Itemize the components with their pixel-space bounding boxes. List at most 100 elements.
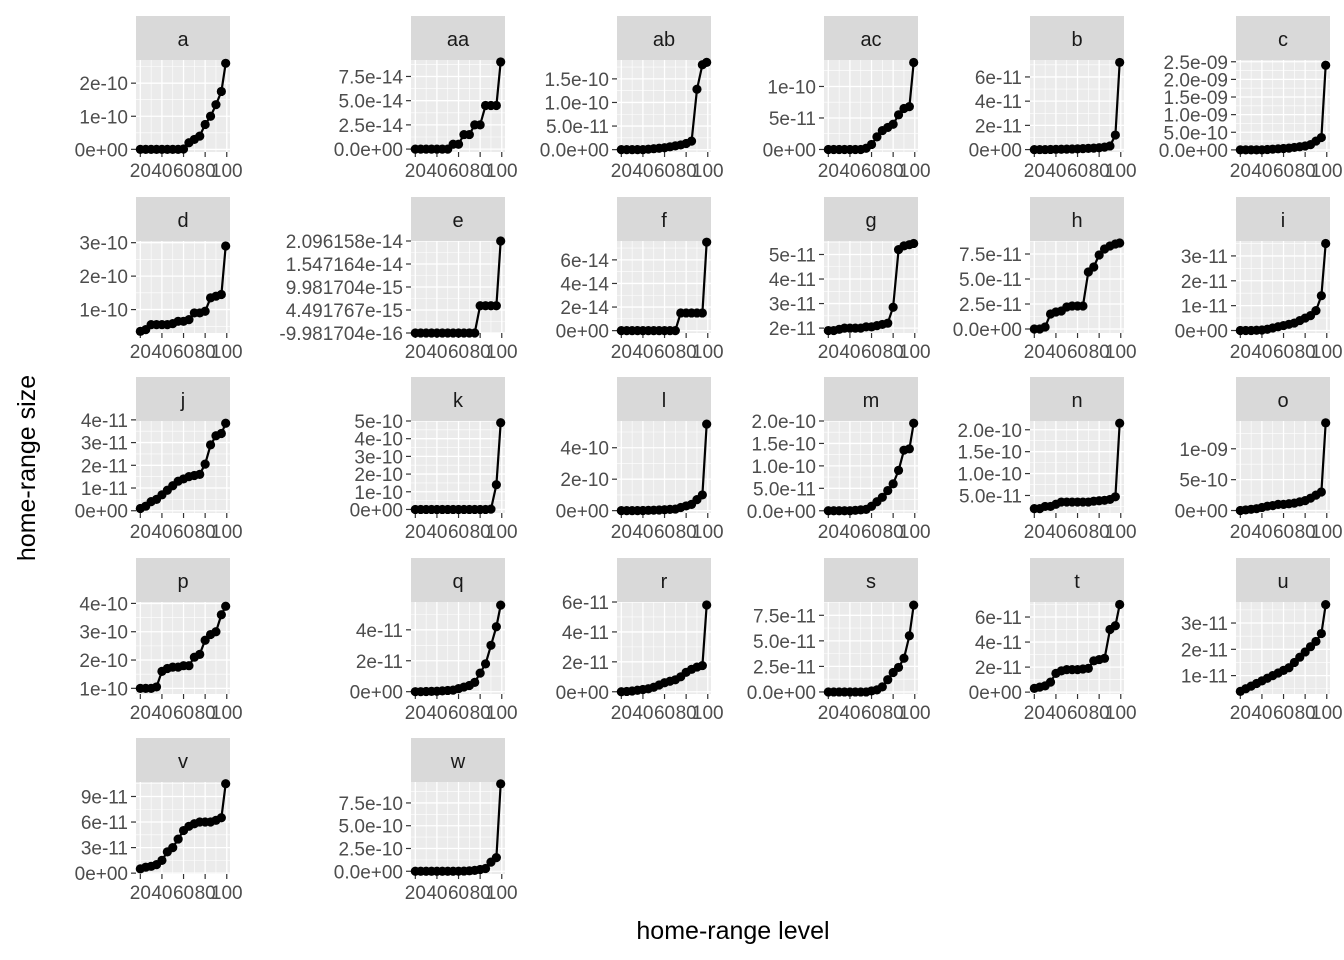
y-tick-label: 1.5e-10 bbox=[545, 70, 609, 91]
panel-grid bbox=[1236, 602, 1330, 694]
y-tick-label: 0.0e+00 bbox=[747, 683, 816, 704]
y-tick-label: 3e-10 bbox=[79, 623, 128, 644]
x-tick-label: 80 bbox=[883, 703, 904, 724]
data-point bbox=[1316, 132, 1326, 143]
x-tick-label: 60 bbox=[448, 161, 469, 182]
data-point bbox=[904, 102, 914, 112]
data-point bbox=[157, 855, 167, 865]
x-tick-label: 40 bbox=[839, 161, 860, 182]
data-point bbox=[692, 84, 702, 94]
data-point bbox=[1321, 418, 1331, 428]
x-tick-label: 100 bbox=[692, 522, 724, 543]
data-point bbox=[480, 659, 491, 669]
y-tick-label: 5e-11 bbox=[769, 109, 816, 130]
facet-strip bbox=[1236, 16, 1330, 60]
data-point bbox=[1311, 636, 1321, 647]
x-tick-label: 40 bbox=[426, 883, 447, 904]
y-tick-label: 4e-14 bbox=[560, 274, 609, 295]
y-tick-label: 3e-11 bbox=[1181, 614, 1228, 635]
data-point bbox=[496, 418, 506, 428]
facet-label: j bbox=[180, 390, 185, 412]
x-tick-label: 100 bbox=[211, 703, 243, 724]
y-tick-label: 4e-11 bbox=[975, 633, 1022, 654]
y-tick-label: 0.0e+00 bbox=[1159, 141, 1228, 162]
data-point bbox=[211, 627, 221, 637]
x-tick-label: 20 bbox=[1230, 522, 1251, 543]
x-tick-label: 20 bbox=[1024, 161, 1045, 182]
x-tick-label: 60 bbox=[173, 703, 194, 724]
y-tick-label: 2.096158e-14 bbox=[286, 232, 404, 253]
x-tick-label: 20 bbox=[405, 161, 426, 182]
y-tick-label: 7.5e-10 bbox=[339, 794, 403, 815]
y-tick-label: 5.0e-11 bbox=[959, 486, 1022, 507]
data-point bbox=[883, 318, 893, 328]
data-point bbox=[453, 139, 464, 149]
y-tick-label: 1e-09 bbox=[1179, 440, 1228, 461]
facet-label: ac bbox=[860, 29, 881, 51]
y-tick-label: 2e-10 bbox=[354, 465, 403, 486]
y-tick-label: 1.547164e-14 bbox=[286, 255, 404, 276]
y-tick-label: 0.0e+00 bbox=[953, 320, 1022, 341]
x-tick-label: 20 bbox=[611, 522, 632, 543]
facet-label: s bbox=[866, 571, 876, 593]
x-tick-label: 60 bbox=[173, 161, 194, 182]
data-point bbox=[496, 779, 506, 789]
x-tick-label: 80 bbox=[1089, 342, 1110, 363]
data-point bbox=[216, 813, 226, 823]
data-point bbox=[872, 132, 882, 142]
x-tick-label: 100 bbox=[692, 161, 724, 182]
panel-grid bbox=[136, 602, 230, 694]
x-tick-label: 80 bbox=[1295, 161, 1316, 182]
x-tick-label: 60 bbox=[861, 703, 882, 724]
data-point bbox=[904, 444, 914, 454]
facet-label: ab bbox=[653, 29, 675, 51]
facet-label: g bbox=[865, 210, 876, 232]
x-tick-label: 80 bbox=[676, 703, 697, 724]
x-tick-label: 20 bbox=[818, 342, 839, 363]
x-tick-label: 20 bbox=[405, 703, 426, 724]
x-tick-label: 80 bbox=[1295, 522, 1316, 543]
facet-strip bbox=[617, 377, 711, 421]
facet-label: u bbox=[1277, 571, 1288, 593]
y-tick-label: 2.0e-10 bbox=[752, 412, 816, 433]
facet-strip bbox=[1030, 377, 1124, 421]
x-tick-label: 100 bbox=[486, 883, 518, 904]
y-tick-label: 1e-11 bbox=[1181, 667, 1228, 688]
x-tick-label: 80 bbox=[1295, 703, 1316, 724]
x-tick-label: 40 bbox=[426, 161, 447, 182]
y-tick-label: 2e-11 bbox=[769, 319, 816, 340]
x-tick-label: 40 bbox=[1251, 522, 1272, 543]
x-tick-label: 80 bbox=[883, 161, 904, 182]
data-point bbox=[866, 139, 877, 150]
y-tick-label: 4e-10 bbox=[79, 594, 128, 615]
y-tick-label: 5.0e-11 bbox=[753, 632, 816, 653]
x-tick-label: 60 bbox=[861, 522, 882, 543]
x-tick-label: 60 bbox=[654, 342, 675, 363]
y-tick-label: 7.5e-14 bbox=[339, 67, 404, 88]
y-tick-label: 1e-11 bbox=[1181, 297, 1228, 318]
facet-label: i bbox=[1281, 210, 1285, 232]
y-tick-label: 7.5e-11 bbox=[959, 245, 1022, 266]
y-tick-label: 5.0e-11 bbox=[959, 270, 1022, 291]
x-tick-label: 100 bbox=[1311, 161, 1343, 182]
data-point bbox=[178, 144, 189, 154]
data-point bbox=[151, 682, 162, 692]
y-tick-label: 2.5e-11 bbox=[753, 657, 816, 678]
y-tick-label: 1e-10 bbox=[767, 77, 816, 98]
data-point bbox=[221, 418, 231, 428]
x-tick-label: 20 bbox=[1024, 522, 1045, 543]
y-tick-label: 2e-11 bbox=[81, 456, 128, 477]
y-tick-label: 9e-11 bbox=[81, 787, 128, 808]
facet-label: k bbox=[453, 390, 464, 412]
y-tick-label: 0e+00 bbox=[763, 140, 816, 161]
y-tick-label: 0e+00 bbox=[1175, 322, 1228, 343]
data-point bbox=[888, 479, 898, 489]
y-tick-label: 7.5e-11 bbox=[753, 606, 816, 627]
y-tick-label: 0.0e+00 bbox=[747, 502, 816, 523]
data-point bbox=[899, 653, 909, 663]
facet-strip bbox=[1030, 197, 1124, 241]
data-point bbox=[686, 136, 697, 146]
